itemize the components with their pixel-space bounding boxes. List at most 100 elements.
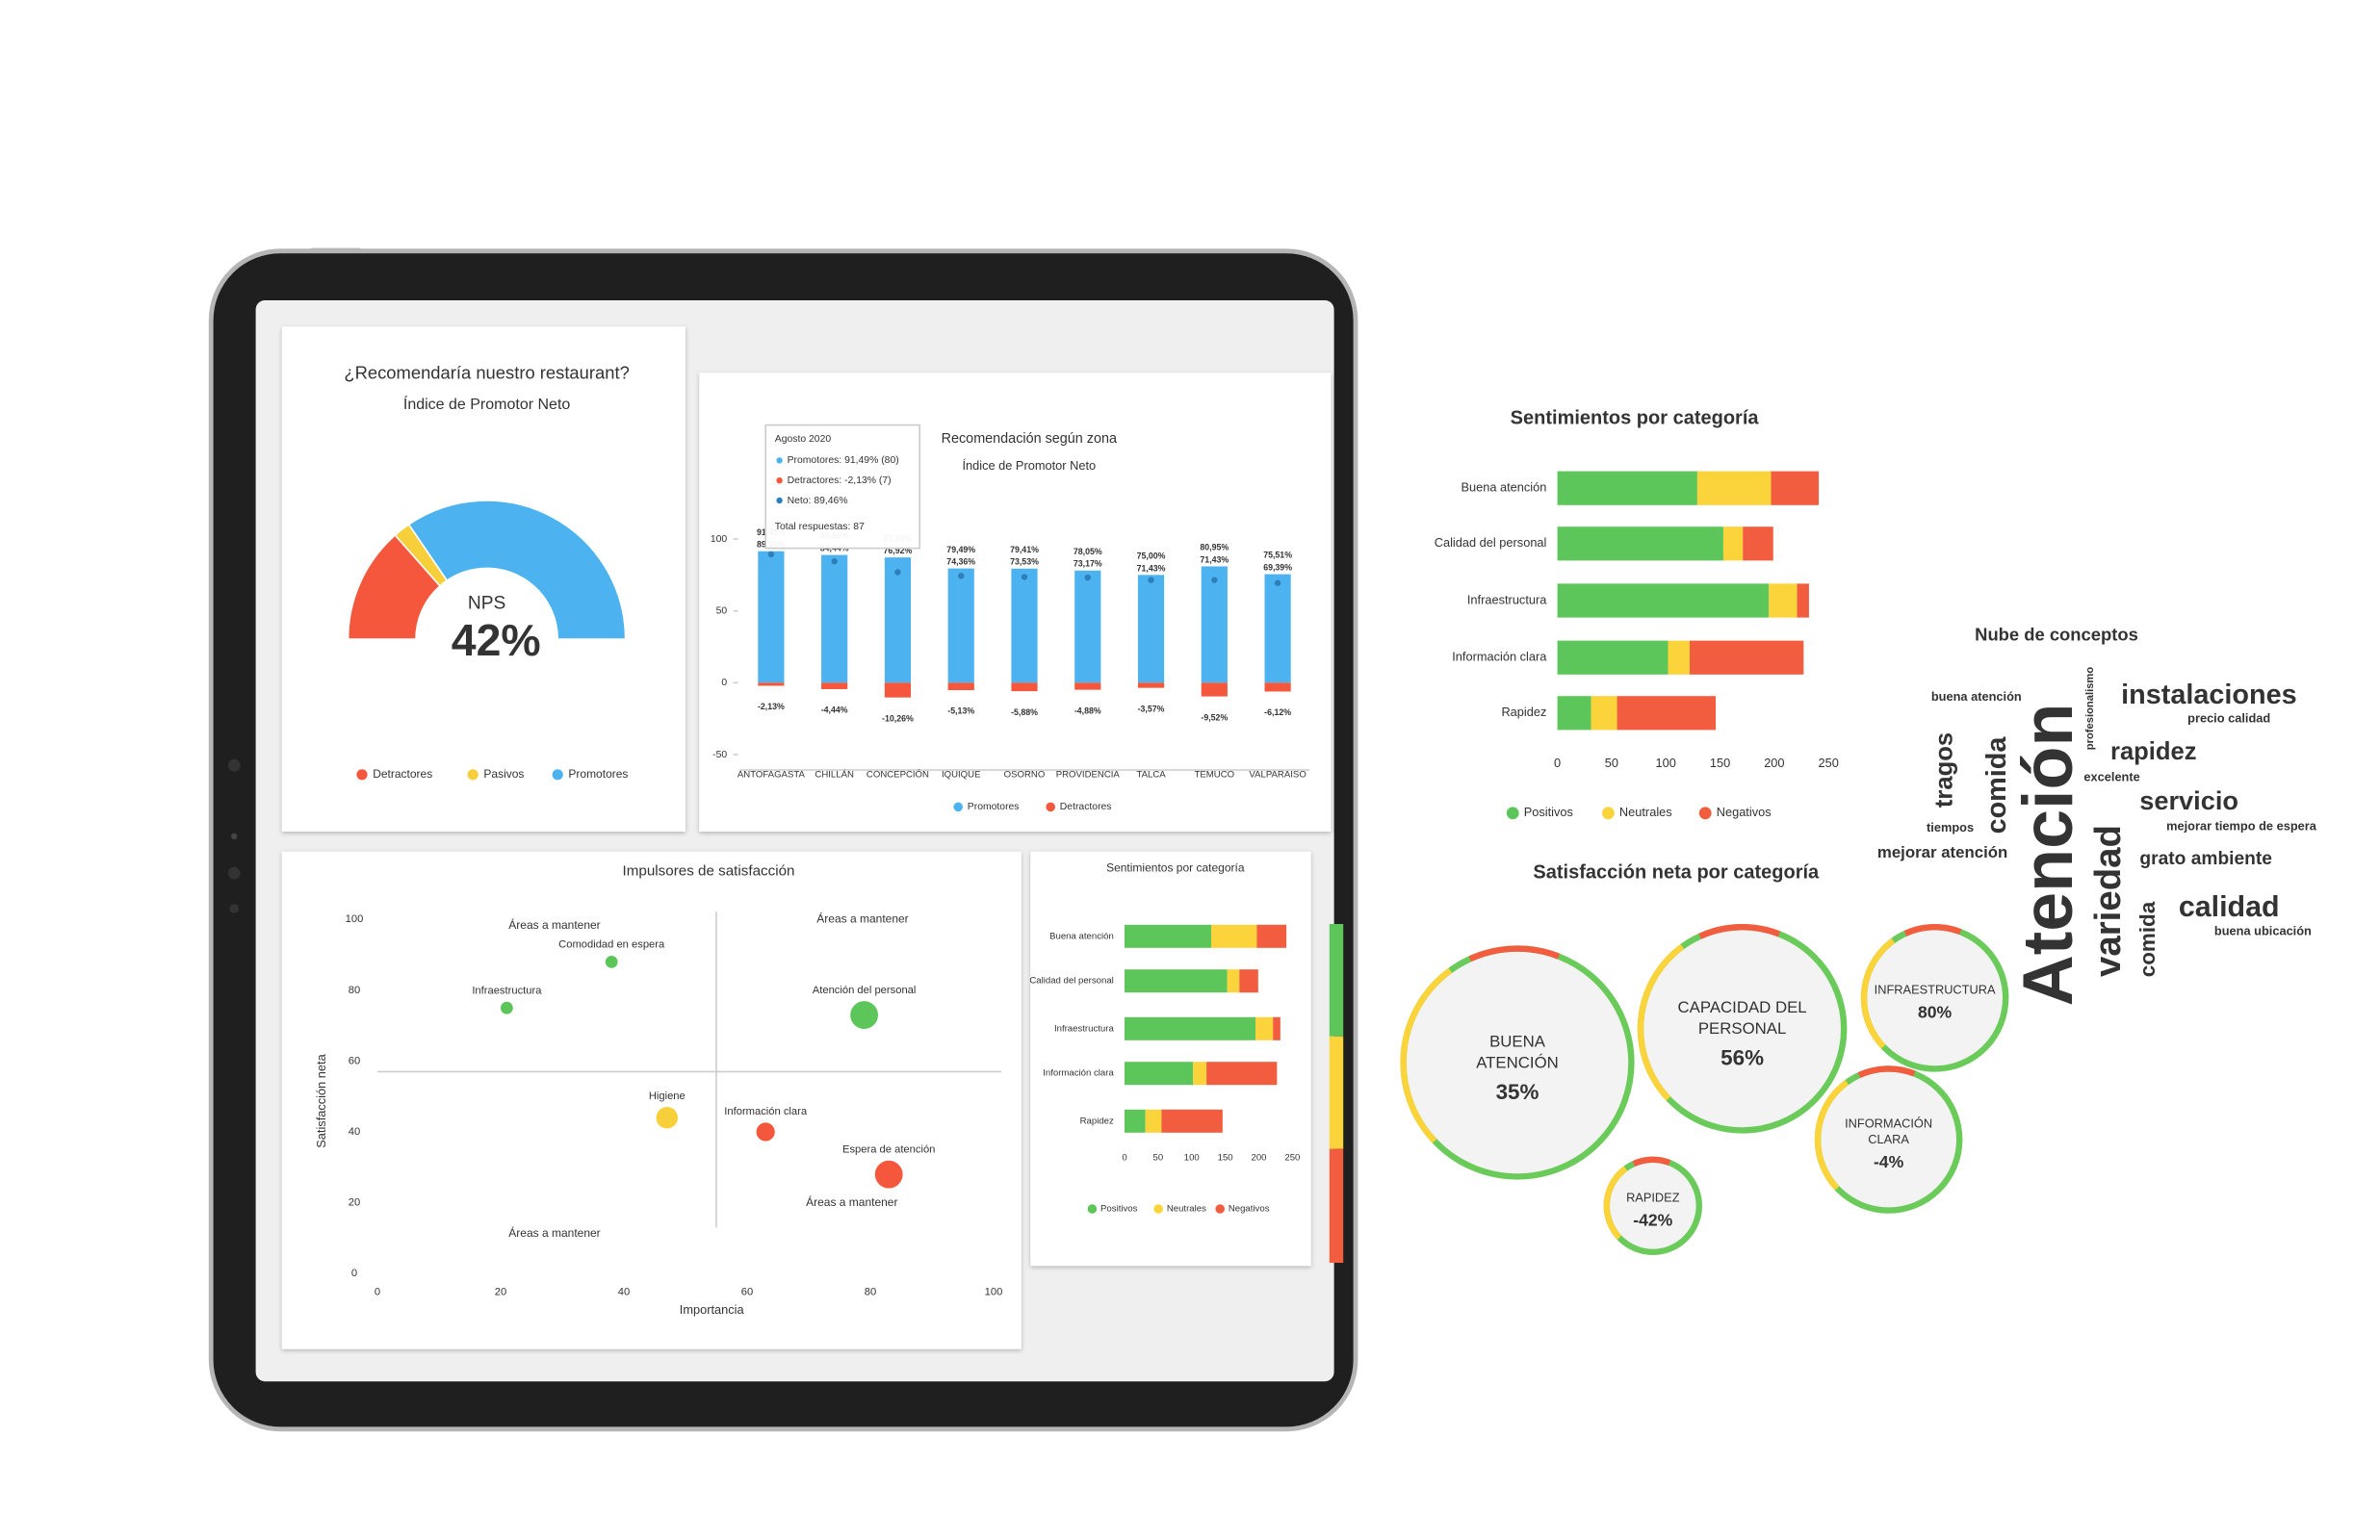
- bar-segment: [1125, 969, 1228, 993]
- gauge-value: 42%: [452, 615, 541, 665]
- point: [756, 1122, 775, 1142]
- x-tick-label: 150: [1710, 756, 1730, 770]
- word: comida: [2135, 901, 2160, 977]
- bubble-ring: [1814, 1079, 1850, 1191]
- word: mejorar atención: [1877, 843, 2007, 861]
- x-tick-label: TALCA: [1136, 769, 1166, 780]
- y-tick-label: Buena atención: [1049, 931, 1114, 941]
- bar: [821, 682, 848, 689]
- word: excelente: [2083, 769, 2139, 783]
- side-strip: [1329, 1036, 1344, 1149]
- data-label: 69,39%: [1263, 562, 1292, 572]
- x-tick-label: 250: [1819, 756, 1839, 770]
- data-label: 75,51%: [1263, 551, 1292, 560]
- net-marker: [1148, 577, 1154, 583]
- legend-label: Detractores: [1060, 802, 1112, 812]
- bar-segment: [1145, 1109, 1162, 1133]
- word: servicio: [2139, 785, 2238, 815]
- bubble-label: CAPACIDAD DEL: [1678, 998, 1807, 1016]
- point-label: Información clara: [724, 1106, 808, 1117]
- legend-marker: [1215, 1204, 1225, 1214]
- legend-label: Promotores: [568, 767, 628, 781]
- net-marker: [1211, 577, 1218, 583]
- tooltip-text: Neto: 89,46%: [788, 496, 848, 506]
- legend-marker: [1153, 1204, 1163, 1214]
- bar-segment: [1193, 1062, 1207, 1086]
- legend-marker: [1698, 807, 1712, 820]
- legend-marker: [1046, 802, 1055, 812]
- bar-segment: [1125, 1062, 1194, 1086]
- tablet-sensor: [227, 866, 241, 880]
- legend-label: Neutrales: [1619, 805, 1672, 819]
- bar-segment: [1255, 1016, 1274, 1040]
- point-label: Comodidad en espera: [558, 939, 665, 951]
- bar-segment: [1273, 1016, 1281, 1040]
- net-marker: [958, 573, 965, 579]
- point-label: Higiene: [649, 1091, 686, 1102]
- bar: [1011, 568, 1038, 683]
- bubble-ring: [1698, 924, 1781, 939]
- x-tick-label: 0: [375, 1286, 380, 1297]
- word: profesionalismo: [2084, 667, 2096, 751]
- bar-segment: [1557, 583, 1770, 618]
- bar: [884, 557, 912, 683]
- bar: [1264, 682, 1291, 692]
- quadrant-label: Áreas a mantener: [806, 1194, 897, 1209]
- data-label: 73,53%: [1010, 557, 1039, 567]
- x-tick-label: VALPARAISO: [1249, 769, 1306, 780]
- data-label: -4,88%: [1074, 706, 1101, 715]
- y-tick-label: Calidad del personal: [1435, 535, 1547, 550]
- y-tick-label: Información clara: [1452, 650, 1547, 664]
- bubble-ring: [1468, 945, 1561, 962]
- tablet-sensor: [227, 758, 241, 772]
- y-tick-label: 20: [349, 1197, 360, 1209]
- x-tick-label: CHILLÁN: [815, 769, 854, 780]
- chart-title: Satisfacción neta por categoría: [1533, 861, 1820, 883]
- bubble-label: INFORMACIÓN: [1845, 1116, 1932, 1130]
- data-label: -5,88%: [1011, 707, 1038, 717]
- word: grato ambiente: [2139, 849, 2272, 869]
- x-tick-label: TEMUCO: [1195, 769, 1235, 780]
- gauge-segment: [407, 500, 627, 640]
- point: [874, 1160, 903, 1189]
- bubble-ring: [1632, 1156, 1671, 1168]
- y-tick-label: 60: [349, 1055, 360, 1066]
- tooltip-text: Detractores: -2,13% (7): [788, 475, 892, 486]
- tablet-sensor: [229, 904, 239, 913]
- bubble-ring: [1637, 943, 1685, 1101]
- word: buena atención: [1931, 689, 2022, 704]
- x-tick-label: 100: [985, 1286, 1003, 1297]
- panel: [1030, 851, 1311, 1267]
- y-tick-label: 80: [349, 985, 360, 996]
- data-label: 75,00%: [1137, 551, 1166, 560]
- x-tick-label: 200: [1252, 1153, 1267, 1164]
- point: [605, 955, 618, 968]
- x-tick-label: 250: [1284, 1153, 1300, 1164]
- y-tick-label: Buena atención: [1461, 480, 1546, 495]
- x-tick-label: 150: [1218, 1153, 1233, 1164]
- y-tick-label: 0: [351, 1268, 357, 1279]
- net-marker: [1021, 574, 1028, 580]
- chart-title: Sentimientos por categoría: [1511, 407, 1760, 428]
- x-tick-label: IQUIQUE: [942, 769, 981, 780]
- x-tick-label: 100: [1184, 1153, 1200, 1164]
- x-tick-label: 50: [1153, 1153, 1164, 1164]
- bar: [1201, 566, 1228, 683]
- data-label: 80,95%: [1200, 543, 1229, 552]
- word: tiempos: [1927, 820, 1974, 834]
- tooltip-text: Total respuestas: 87: [775, 522, 865, 532]
- bar: [821, 554, 848, 683]
- bar-segment: [1591, 696, 1617, 731]
- bubble-value: 56%: [1720, 1046, 1764, 1070]
- y-tick-label: 0: [721, 678, 727, 688]
- x-axis-label: Importancia: [680, 1302, 745, 1317]
- legend-label: Pasivos: [483, 767, 524, 781]
- data-label: -10,26%: [882, 713, 914, 723]
- chart-title: Impulsores de satisfacción: [623, 863, 795, 880]
- net-marker: [1274, 579, 1281, 586]
- bubble-ring: [1400, 967, 1453, 1143]
- bubble-ring: [1903, 924, 1962, 937]
- x-tick-label: 0: [1554, 756, 1561, 770]
- bar: [1137, 575, 1165, 683]
